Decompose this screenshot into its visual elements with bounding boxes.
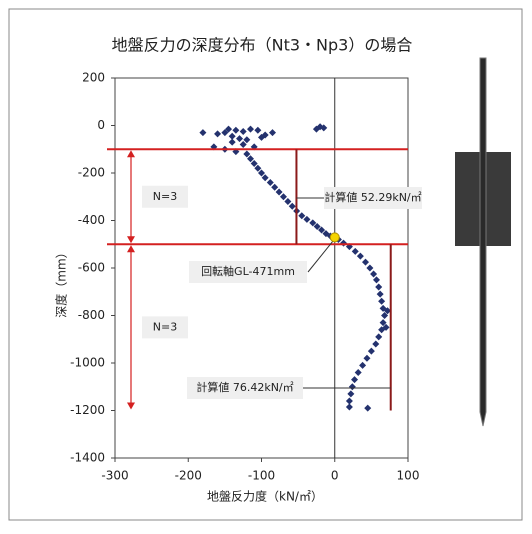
x-tick-label: 100 [397, 469, 420, 483]
x-tick-label: -300 [101, 469, 128, 483]
point [349, 383, 356, 390]
x-tick-label: -100 [248, 469, 275, 483]
rotation-label: 回転軸GL-471mm [201, 264, 295, 278]
point [347, 390, 354, 397]
point [370, 270, 377, 277]
x-axis-label: 地盤反力度（kN/㎡） [207, 489, 323, 504]
point [262, 174, 269, 181]
point [247, 126, 254, 133]
point [362, 259, 369, 266]
arrow-head [127, 236, 135, 243]
point [364, 405, 371, 412]
y-tick-label: -600 [78, 261, 105, 275]
point [378, 298, 385, 305]
point [199, 129, 206, 136]
point [368, 348, 375, 355]
point [366, 265, 373, 272]
point [355, 369, 362, 376]
point [280, 193, 287, 200]
arrow-head [127, 150, 135, 157]
point [251, 160, 258, 167]
x-tick-label: 0 [331, 469, 339, 483]
point [214, 130, 221, 137]
point [346, 403, 353, 410]
pile-rod [480, 58, 486, 426]
point [254, 165, 261, 172]
point [267, 179, 274, 186]
point [258, 170, 265, 177]
point [229, 139, 236, 146]
y-tick-label: 0 [97, 118, 105, 132]
point [351, 376, 358, 383]
point [375, 284, 382, 291]
calc-label: 計算値 52.29kN/㎡ [324, 190, 421, 204]
point [373, 276, 380, 283]
rotation-point [330, 233, 339, 242]
point [375, 333, 382, 340]
point [363, 355, 370, 362]
point [340, 240, 347, 247]
point [236, 135, 243, 142]
point [254, 127, 261, 134]
y-tick-label: -1200 [70, 403, 105, 417]
point [372, 341, 379, 348]
point [359, 362, 366, 369]
point [289, 203, 296, 210]
layer-label: N=3 [153, 320, 177, 333]
y-tick-label: 200 [82, 71, 105, 85]
arrow-head [127, 403, 135, 410]
point [357, 253, 364, 260]
point [243, 151, 250, 158]
y-tick-label: -400 [78, 213, 105, 227]
calc-label: 計算値 76.42kN/㎡ [196, 380, 293, 394]
x-tick-label: -200 [175, 469, 202, 483]
y-axis-label: 深度（mm） [54, 246, 69, 317]
point [240, 141, 247, 148]
point [243, 136, 250, 143]
point [269, 129, 276, 136]
point [303, 216, 310, 223]
point [232, 127, 239, 134]
point [298, 212, 305, 219]
chart: 地盤反力の深度分布（Nt3・Np3）の場合 地盤反力度（kN/㎡） 深度（mm）… [0, 0, 532, 530]
y-tick-label: -1400 [70, 451, 105, 465]
pile [455, 58, 511, 426]
layer-label: N=3 [153, 190, 177, 203]
point [247, 155, 254, 162]
point [352, 248, 359, 255]
point [276, 189, 283, 196]
arrow-head [127, 245, 135, 252]
chart-title: 地盤反力の深度分布（Nt3・Np3）の場合 [112, 36, 413, 55]
point [284, 198, 291, 205]
y-tick-label: -1000 [70, 356, 105, 370]
point [271, 184, 278, 191]
point [240, 128, 247, 135]
y-tick-label: -200 [78, 166, 105, 180]
leader [308, 241, 333, 272]
y-tick-label: -800 [78, 308, 105, 322]
point [377, 291, 384, 298]
